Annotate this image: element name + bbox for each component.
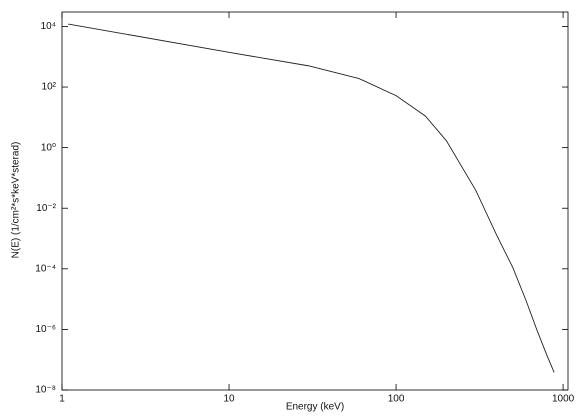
y-axis-label: N(E) (1/cm²*s*keV*sterad)	[11, 142, 22, 259]
x-tick-label: 10	[223, 394, 235, 405]
y-tick-label: 10⁻²	[36, 203, 56, 214]
y-tick-label: 10⁻⁸	[35, 385, 56, 396]
y-tick-label: 10⁻⁴	[35, 263, 56, 274]
x-axis-label: Energy (keV)	[286, 402, 344, 413]
x-tick-label: 1	[59, 394, 65, 405]
data-line	[68, 23, 555, 373]
x-tick-label: 100	[388, 394, 405, 405]
plot-frame	[61, 11, 569, 391]
y-tick-label: 10⁴	[41, 21, 56, 32]
y-tick-label: 10⁻⁶	[35, 324, 56, 335]
y-tick-label: 10²	[42, 82, 57, 93]
y-tick-label: 10⁰	[41, 142, 56, 153]
x-tick-label: 1000	[552, 394, 575, 405]
